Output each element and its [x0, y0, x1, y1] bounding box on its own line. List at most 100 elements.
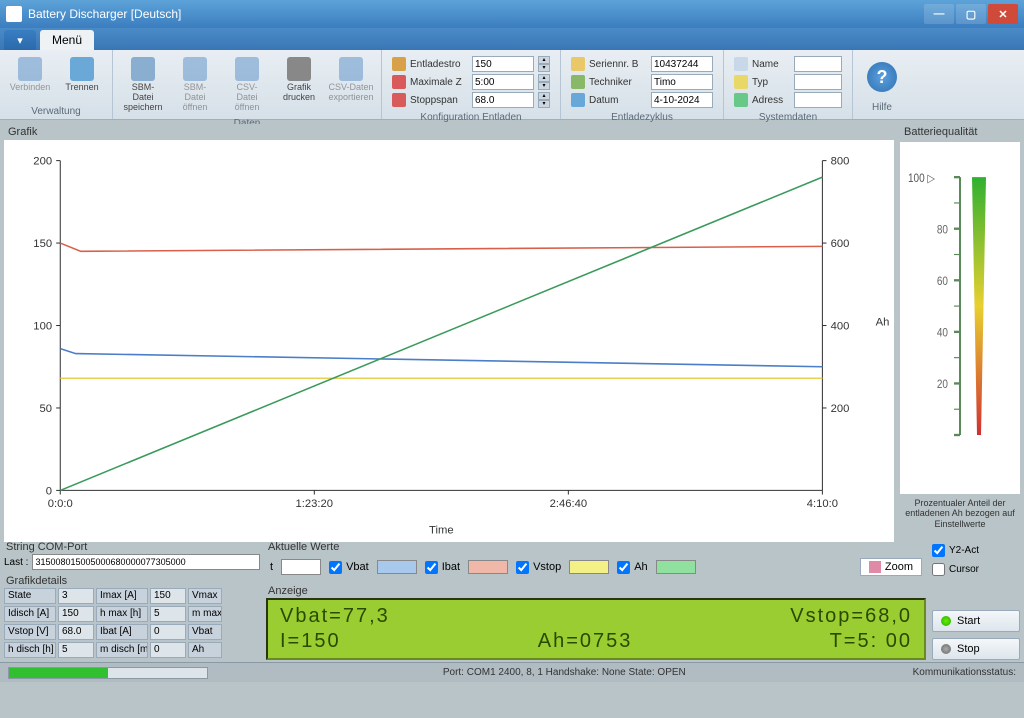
svg-text:80: 80 — [937, 224, 948, 237]
stop-icon — [392, 93, 406, 107]
tab-row: ▾ Menü — [0, 28, 1024, 50]
print-button[interactable]: Grafik drucken — [275, 54, 323, 116]
graph-header: Grafik — [4, 124, 894, 140]
maximize-button[interactable]: ▢ — [956, 4, 986, 24]
help-button[interactable]: ? — [867, 62, 897, 92]
svg-text:0: 0 — [46, 486, 52, 498]
name-input[interactable] — [794, 56, 842, 72]
print-icon — [287, 57, 311, 81]
svg-text:0:0:0: 0:0:0 — [48, 498, 73, 510]
anzeige-box: Anzeige Vbat=77,3Vstop=68,0 I=150Ah=0753… — [266, 584, 926, 660]
y2-checkbox[interactable] — [932, 544, 945, 557]
minimize-button[interactable]: — — [924, 4, 954, 24]
svg-text:800: 800 — [831, 156, 850, 168]
spinner[interactable]: ▴▾ — [538, 92, 550, 108]
open-icon — [183, 57, 207, 81]
group-config: Entladestro▴▾ Maximale Z▴▾ Stoppspan▴▾ K… — [382, 50, 561, 119]
ah-swatch — [656, 560, 696, 574]
svg-text:150: 150 — [33, 238, 52, 250]
disconnect-button[interactable]: Trennen — [58, 54, 106, 104]
svg-text:400: 400 — [831, 321, 850, 333]
group-verwaltung: Verbinden Trennen Verwaltung — [0, 50, 113, 119]
cursor-checkbox[interactable] — [932, 563, 945, 576]
svg-text:2:46:40: 2:46:40 — [550, 498, 588, 510]
svg-text:Ah: Ah — [876, 316, 890, 328]
type-icon — [734, 75, 748, 89]
svg-text:100: 100 — [33, 321, 52, 333]
vstop-swatch — [569, 560, 609, 574]
start-button[interactable]: Start — [932, 610, 1020, 632]
app-menu-dropdown[interactable]: ▾ — [4, 30, 36, 50]
calendar-icon — [571, 93, 585, 107]
vstop-checkbox[interactable] — [516, 561, 529, 574]
ribbon: Verbinden Trennen Verwaltung SBM-Datei s… — [0, 50, 1024, 120]
status-bar: Port: COM1 2400, 8, 1 Handshake: None St… — [0, 662, 1024, 682]
maximale-input[interactable] — [472, 74, 534, 90]
ah-checkbox[interactable] — [617, 561, 630, 574]
svg-text:1:23:20: 1:23:20 — [296, 498, 333, 510]
vbat-checkbox[interactable] — [329, 561, 342, 574]
datum-input[interactable] — [651, 92, 713, 108]
comport-string[interactable] — [32, 554, 260, 570]
entladestrom-input[interactable] — [472, 56, 534, 72]
stop-button[interactable]: Stop — [932, 638, 1020, 660]
app-icon — [6, 6, 22, 22]
export-icon — [339, 57, 363, 81]
quality-gauge: 20406080100 ▷ — [900, 142, 1020, 494]
svg-text:200: 200 — [831, 403, 850, 415]
svg-text:50: 50 — [40, 403, 53, 415]
spinner[interactable]: ▴▾ — [538, 56, 550, 72]
connect-button[interactable]: Verbinden — [6, 54, 54, 104]
lightning-icon — [392, 57, 406, 71]
sbm-save-button[interactable]: SBM-Datei speichern — [119, 54, 167, 116]
doc-icon — [734, 57, 748, 71]
window-title: Battery Discharger [Deutsch] — [28, 7, 924, 21]
t-label: t — [270, 561, 273, 573]
tag-icon — [571, 57, 585, 71]
chart[interactable]: 050100150200200400600800Ah0:0:01:23:202:… — [4, 140, 894, 542]
vbat-swatch — [377, 560, 417, 574]
group-zyklus: Seriennr. B Techniker Datum Entladezyklu… — [561, 50, 724, 119]
t-value — [281, 559, 321, 575]
quality-footer: Prozentualer Anteil der entladenen Ah be… — [900, 494, 1020, 534]
zoom-button[interactable]: Zoom — [860, 558, 922, 576]
clock-icon — [392, 75, 406, 89]
svg-text:200: 200 — [33, 156, 52, 168]
group-system: Name Typ Adress Systemdaten — [724, 50, 853, 119]
ibat-swatch — [468, 560, 508, 574]
bottom-area: String COM-Port Last : Grafikdetails Sta… — [0, 538, 1024, 662]
details-box: Grafikdetails State3 Imax [A]150 Vmax Id… — [4, 574, 260, 658]
tab-menu[interactable]: Menü — [40, 30, 94, 50]
title-bar: Battery Discharger [Deutsch] — ▢ ✕ — [0, 0, 1024, 28]
stop-led-icon — [941, 644, 951, 654]
stoppspan-input[interactable] — [472, 92, 534, 108]
quality-panel: Batteriequalität 20406080100 ▷ Prozentua… — [900, 124, 1020, 534]
start-led-icon — [941, 616, 951, 626]
close-button[interactable]: ✕ — [988, 4, 1018, 24]
sbm-open-button[interactable]: SBM-Datei öffnen — [171, 54, 219, 116]
komm-status: Kommunikationsstatus: — [913, 667, 1024, 678]
seriennr-input[interactable] — [651, 56, 713, 72]
svg-text:4:10:0: 4:10:0 — [807, 498, 838, 510]
techniker-input[interactable] — [651, 74, 713, 90]
group-daten: SBM-Datei speichern SBM-Datei öffnen CSV… — [113, 50, 382, 119]
csv-open-button[interactable]: CSV-Datei öffnen — [223, 54, 271, 116]
comport-box: String COM-Port Last : — [4, 540, 260, 570]
adress-input[interactable] — [794, 92, 842, 108]
user-icon — [571, 75, 585, 89]
folder-icon — [235, 57, 259, 81]
group-hilfe: ? Hilfe — [853, 50, 911, 119]
ibat-checkbox[interactable] — [425, 561, 438, 574]
csv-export-button[interactable]: CSV-Daten exportieren — [327, 54, 375, 116]
main-area: Grafik 050100150200200400600800Ah0:0:01:… — [0, 120, 1024, 538]
svg-text:Time: Time — [429, 525, 454, 537]
lcd-display: Vbat=77,3Vstop=68,0 I=150Ah=0753T=5: 00 — [266, 598, 926, 660]
typ-input[interactable] — [794, 74, 842, 90]
globe-icon — [734, 93, 748, 107]
svg-text:40: 40 — [937, 327, 948, 340]
spinner[interactable]: ▴▾ — [538, 74, 550, 90]
graph-panel: Grafik 050100150200200400600800Ah0:0:01:… — [4, 124, 894, 534]
zoom-icon — [869, 561, 881, 573]
aktuelle-box: Aktuelle Werte t Vbat Ibat Vstop Ah Zoom — [266, 540, 926, 580]
save-icon — [131, 57, 155, 81]
